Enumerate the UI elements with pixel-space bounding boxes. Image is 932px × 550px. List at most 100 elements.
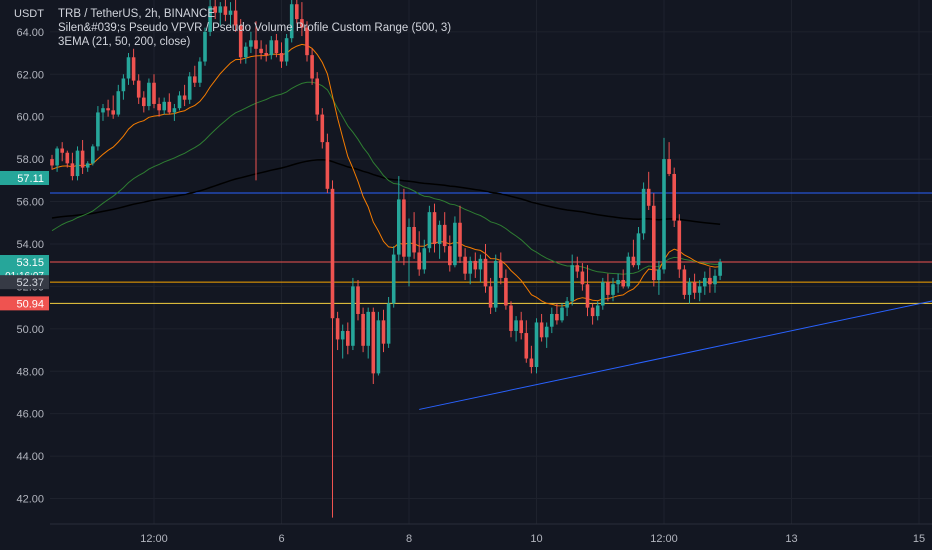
candle-body [167,101,172,113]
time-tick-label: 13 [785,533,797,545]
candle-body [198,61,202,83]
candle-body [233,10,238,26]
candle-body [106,108,110,111]
candle-body [641,188,646,234]
candle-body [264,53,268,56]
candle-body [519,320,523,334]
candle-body [85,163,90,168]
candle-body [208,6,212,32]
candles [50,0,722,518]
candle-body [254,40,258,49]
candle-body [488,286,493,308]
candle-body [493,260,498,308]
candle-body [667,159,671,174]
candle-body [437,224,442,244]
candle-body [121,78,126,92]
candle-body [662,159,666,270]
candle-body [386,303,391,344]
candle-body [50,159,54,166]
price-tick-label: 58.00 [16,154,44,166]
candle-body [585,284,590,308]
candle-body [162,101,166,111]
candle-body [203,31,207,62]
ascending-trendline[interactable] [419,259,932,410]
candle-body [692,282,697,293]
price-tag-50: 50.94 [16,298,44,310]
candle-body [427,212,432,249]
candle-body [305,27,309,56]
candle-body [606,282,610,295]
candle-body [381,320,386,344]
candle-body [157,103,161,111]
time-tick-label: 10 [530,533,542,545]
candle-body [560,307,564,321]
candle-body [473,260,478,270]
candle-body [534,322,539,368]
candle-body [636,233,641,266]
candle-body [356,286,360,314]
candle-body [55,148,59,166]
candle-body [646,188,651,206]
candle-body [60,148,64,153]
candle-body [249,40,253,47]
time-tick-label: 12:00 [650,533,678,545]
candle-body [524,333,529,359]
candle-body [682,269,687,295]
candle-body [391,254,396,304]
candle-body [131,57,136,81]
candle-body [361,313,365,346]
candle-body [193,76,197,83]
time-tick-label: 8 [406,533,412,545]
candle-body [580,271,585,285]
price-tick-label: 64.00 [16,27,44,39]
currency-label: USDT [14,8,44,20]
candle-body [550,313,554,327]
price-tick-label: 50.00 [16,324,44,336]
candle-body [575,265,580,272]
candle-body [75,150,80,177]
candle-body [295,4,299,20]
candle-body [259,48,263,54]
price-tick-label: 56.00 [16,197,44,209]
candle-body [340,330,345,340]
candle-body [565,301,569,308]
ema-lines [51,43,721,307]
time-tick-label: 15 [913,533,925,545]
ema-50-line [51,81,721,275]
time-tick-label: 6 [278,533,284,545]
trendline[interactable] [419,259,932,410]
candle-body [657,269,661,281]
candle-body [442,224,447,247]
candle-body [422,248,427,270]
price-tick-label: 62.00 [16,69,44,81]
candle-body [366,311,370,346]
candle-body [407,226,411,257]
candle-body [177,95,182,109]
candle-body [325,142,330,189]
candle-body [152,82,156,104]
candle-body [504,277,508,306]
price-tag-57: 57.11 [17,173,44,185]
candle-body [320,114,325,143]
candle-body [621,280,625,287]
candle-body [346,330,350,346]
candle-body [116,91,121,115]
candle-body [611,284,615,295]
candle-body [595,305,600,317]
price-tag-current: 53.15 [16,257,44,269]
candle-body [544,326,549,338]
candle-body [315,78,319,115]
candle-body [111,110,115,115]
candle-body [626,256,631,287]
candle-body [223,6,228,15]
candle-body [65,152,70,164]
candle-body [289,4,294,39]
candle-body [279,53,284,62]
candle-body [126,57,131,79]
candle-body [70,163,75,177]
candle-body [539,322,544,338]
candle-body [448,246,452,266]
